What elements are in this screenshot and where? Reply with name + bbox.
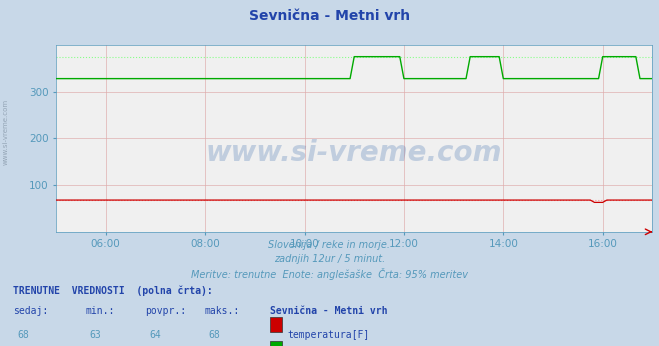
- Text: zadnjih 12ur / 5 minut.: zadnjih 12ur / 5 minut.: [274, 254, 385, 264]
- Text: 63: 63: [90, 330, 101, 340]
- Text: Sevnična - Metni vrh: Sevnična - Metni vrh: [270, 306, 387, 316]
- Text: 68: 68: [208, 330, 220, 340]
- Text: Meritve: trenutne  Enote: anglešaške  Črta: 95% meritev: Meritve: trenutne Enote: anglešaške Črta…: [191, 268, 468, 280]
- Text: 68: 68: [17, 330, 29, 340]
- Text: temperatura[F]: temperatura[F]: [287, 330, 370, 340]
- Text: Sevnična - Metni vrh: Sevnična - Metni vrh: [249, 9, 410, 22]
- Text: TRENUTNE  VREDNOSTI  (polna črta):: TRENUTNE VREDNOSTI (polna črta):: [13, 285, 213, 296]
- Text: 64: 64: [149, 330, 161, 340]
- Text: Slovenija / reke in morje.: Slovenija / reke in morje.: [268, 240, 391, 251]
- Text: maks.:: maks.:: [204, 306, 239, 316]
- Text: www.si-vreme.com: www.si-vreme.com: [206, 139, 502, 167]
- Text: sedaj:: sedaj:: [13, 306, 48, 316]
- Text: povpr.:: povpr.:: [145, 306, 186, 316]
- Text: min.:: min.:: [86, 306, 115, 316]
- Text: www.si-vreme.com: www.si-vreme.com: [2, 98, 9, 165]
